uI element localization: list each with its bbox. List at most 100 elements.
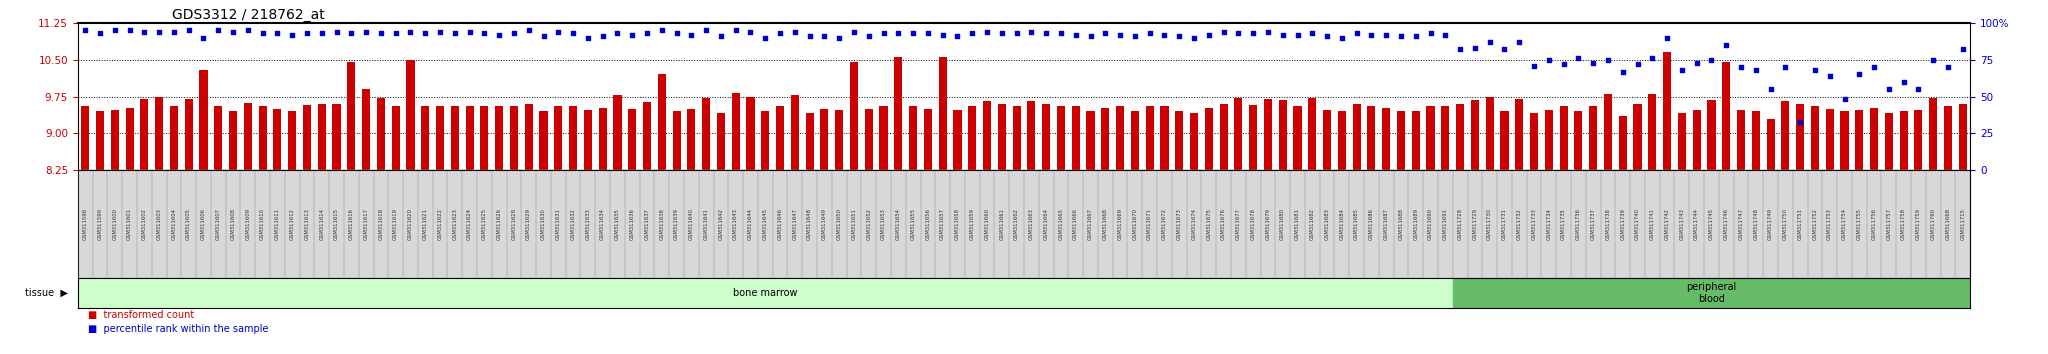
Point <box>1769 64 1802 70</box>
Text: GSM311747: GSM311747 <box>1739 208 1743 240</box>
Bar <box>1442 106 1450 170</box>
Text: GSM311746: GSM311746 <box>1724 208 1729 240</box>
Text: GSM311659: GSM311659 <box>971 208 975 240</box>
Bar <box>1530 113 1538 170</box>
Text: GSM311632: GSM311632 <box>571 208 575 240</box>
Bar <box>688 109 696 170</box>
Point <box>127 29 160 35</box>
Point <box>1710 42 1743 48</box>
Bar <box>244 103 252 170</box>
Bar <box>436 106 444 170</box>
Point <box>410 30 442 36</box>
Text: GSM311608: GSM311608 <box>231 208 236 240</box>
Text: GSM311686: GSM311686 <box>1368 208 1374 240</box>
Point <box>1606 69 1638 74</box>
Point <box>143 29 176 35</box>
Point <box>733 29 766 35</box>
Text: GSM311621: GSM311621 <box>422 208 428 240</box>
Bar <box>78 170 1970 278</box>
Bar <box>496 106 504 170</box>
Text: GSM311628: GSM311628 <box>512 208 516 240</box>
Text: GSM311616: GSM311616 <box>348 208 354 240</box>
Text: GSM311680: GSM311680 <box>1280 208 1286 240</box>
Point <box>498 30 530 36</box>
Point <box>393 29 426 35</box>
Point <box>217 29 250 35</box>
Bar <box>348 62 356 170</box>
Text: GSM311642: GSM311642 <box>719 208 723 240</box>
Text: GSM311619: GSM311619 <box>393 208 397 240</box>
Bar <box>111 110 119 170</box>
Bar <box>539 111 547 170</box>
Text: GSM311599: GSM311599 <box>98 208 102 240</box>
Text: GSM311676: GSM311676 <box>1221 208 1227 240</box>
Point <box>690 28 723 33</box>
Text: GSM311667: GSM311667 <box>1087 208 1094 240</box>
Point <box>676 32 709 38</box>
Text: GSM311603: GSM311603 <box>156 208 162 240</box>
Text: GSM311661: GSM311661 <box>999 208 1004 240</box>
Bar <box>1485 97 1493 170</box>
Bar <box>598 108 606 170</box>
Bar <box>1456 104 1464 170</box>
Point <box>942 33 975 39</box>
Point <box>883 30 915 36</box>
Bar <box>1589 106 1597 170</box>
Text: GSM311626: GSM311626 <box>498 208 502 240</box>
Text: GSM311734: GSM311734 <box>1546 208 1550 240</box>
Bar <box>657 74 666 170</box>
Text: GSM311624: GSM311624 <box>467 208 473 240</box>
Text: tissue  ▶: tissue ▶ <box>25 288 68 298</box>
Text: GSM311630: GSM311630 <box>541 208 547 240</box>
Bar <box>1042 104 1051 170</box>
Point <box>1622 61 1655 67</box>
Bar <box>1190 113 1198 170</box>
Point <box>1415 30 1448 36</box>
Bar <box>1767 119 1776 170</box>
Text: GSM311618: GSM311618 <box>379 208 383 240</box>
Bar <box>1544 110 1552 170</box>
Bar <box>1452 278 1970 308</box>
Bar <box>879 106 887 170</box>
Text: GSM311750: GSM311750 <box>1784 208 1788 240</box>
Text: GSM311685: GSM311685 <box>1354 208 1360 240</box>
Text: GSM311641: GSM311641 <box>705 208 709 240</box>
Bar <box>1130 111 1139 170</box>
Point <box>336 30 369 36</box>
Bar <box>125 108 133 170</box>
Point <box>1399 33 1432 39</box>
Point <box>1532 57 1565 63</box>
Text: GSM311743: GSM311743 <box>1679 208 1683 240</box>
Point <box>557 30 590 36</box>
Text: GSM311620: GSM311620 <box>408 208 414 240</box>
Point <box>1503 39 1536 45</box>
Text: GSM311744: GSM311744 <box>1694 208 1700 240</box>
Text: GSM311656: GSM311656 <box>926 208 930 240</box>
Text: GSM311675: GSM311675 <box>1206 208 1210 240</box>
Point <box>1282 32 1315 38</box>
Text: GSM311681: GSM311681 <box>1294 208 1300 240</box>
Bar <box>909 106 918 170</box>
Text: GSM311648: GSM311648 <box>807 208 813 240</box>
Bar <box>1219 104 1227 170</box>
Bar <box>1382 108 1391 170</box>
Text: GSM311690: GSM311690 <box>1427 208 1434 240</box>
Bar <box>584 110 592 170</box>
Text: GSM311638: GSM311638 <box>659 208 664 240</box>
Text: GSM311740: GSM311740 <box>1634 208 1640 240</box>
Bar <box>289 111 297 170</box>
Point <box>260 30 293 36</box>
Text: GSM311752: GSM311752 <box>1812 208 1817 240</box>
Point <box>1563 56 1595 61</box>
Text: GSM311741: GSM311741 <box>1651 208 1655 240</box>
Point <box>1073 33 1106 39</box>
Text: GSM311660: GSM311660 <box>985 208 989 240</box>
Point <box>616 32 649 38</box>
Point <box>305 30 338 36</box>
Text: GSM311684: GSM311684 <box>1339 208 1343 240</box>
Bar <box>1884 113 1892 170</box>
Bar <box>510 106 518 170</box>
Text: bone marrow: bone marrow <box>733 288 797 298</box>
Point <box>1518 63 1550 68</box>
Bar <box>864 109 872 170</box>
